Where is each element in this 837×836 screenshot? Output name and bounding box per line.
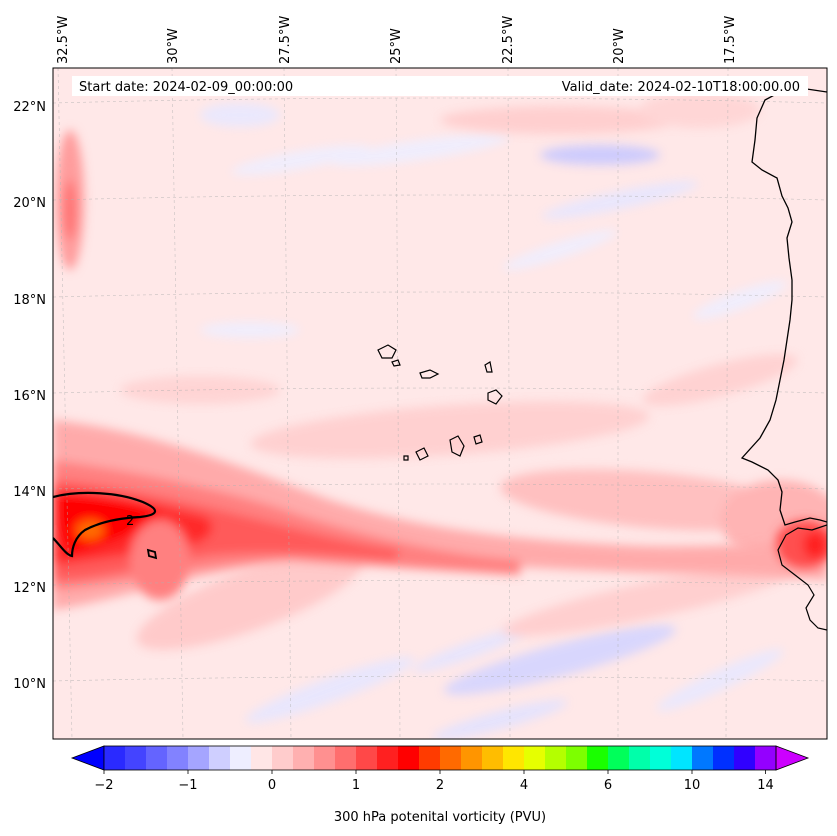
lat-label: 22°N [13,100,46,115]
colorbar-cell [104,746,126,770]
african-coastline [740,87,827,526]
high-pv-band [53,130,827,610]
low-pv-streaks [120,92,827,650]
colorbar-cell [524,746,546,770]
colorbar: −2 −1 0 1 2 4 6 10 14 300 hPa potenital vorticit… [70,745,810,825]
colorbar-cell [272,746,294,770]
colorbar-cell [545,746,567,770]
lat-label: 18°N [13,293,46,308]
colorbar-cell [419,746,441,770]
colorbar-tick-label: −2 [94,778,113,793]
valid-date-label: Valid_date: 2024-02-10T18:00:00.00 [562,80,800,95]
colorbar-title: 300 hPa potenital vorticity (PVU) [334,810,546,825]
colorbar-cell [629,746,651,770]
colorbar-extend-high [775,745,810,771]
annotation-box [72,76,808,96]
colorbar-tick-label: 10 [684,778,701,793]
lon-label: 22.5°W [501,16,516,64]
colorbar-cell [734,746,756,770]
colorbar-tick-label: 0 [268,778,276,793]
lon-label: 27.5°W [278,16,293,64]
lon-label: 30°W [166,28,181,64]
lat-label: 20°N [13,196,46,211]
lat-label: 16°N [13,389,46,404]
lat-axis-labels: 22°N 20°N 18°N 16°N 14°N 12°N 10°N [13,100,46,692]
colorbar-cell [167,746,189,770]
colorbar-cell [587,746,609,770]
colorbar-cell [377,746,399,770]
colorbar-cell [209,746,231,770]
map-panel: 2 [53,68,827,739]
colorbar-cell [608,746,630,770]
lat-label: 12°N [13,581,46,596]
colorbar-cell [671,746,693,770]
colorbar-cell [125,746,147,770]
lon-label: 32.5°W [56,16,71,64]
colorbar-cell [314,746,336,770]
colorbar-cell [461,746,483,770]
colorbar-tick-label: 14 [757,778,774,793]
colorbar-cell [503,746,525,770]
colorbar-cell [713,746,735,770]
start-date-label: Start date: 2024-02-09_00:00:00 [79,80,293,95]
lon-label: 17.5°W [723,16,738,64]
colorbar-cell [482,746,504,770]
colorbar-cell [356,746,378,770]
colorbar-cell [335,746,357,770]
lon-label: 20°W [612,28,627,64]
colorbar-extend-low [70,745,105,771]
colorbar-ticks: −2 −1 0 1 2 4 6 10 14 [94,770,774,793]
colorbar-cell [440,746,462,770]
gridlines [53,68,827,739]
colorbar-tick-label: 6 [604,778,612,793]
lat-label: 14°N [13,485,46,500]
colorbar-cell [293,746,315,770]
pv-2-contour-small [146,548,158,560]
colorbar-cell [650,746,672,770]
lon-label: 25°W [389,28,404,64]
lon-axis-labels: 32.5°W 30°W 27.5°W 25°W 22.5°W 20°W 17.5… [56,16,738,64]
colorbar-cell [251,746,273,770]
colorbar-cell [755,746,777,770]
colorbar-tick-label: −1 [178,778,197,793]
negative-pv-areas [200,103,788,739]
cape-verde-islands [377,344,503,461]
contour-label: 2 [126,514,134,529]
colorbar-cell [146,746,168,770]
colorbar-cell [398,746,420,770]
guinea-coastline [777,524,827,631]
colorbar-cell [188,746,210,770]
pv-2-contour [53,491,156,558]
colorbar-tick-label: 2 [436,778,444,793]
lat-label: 10°N [13,677,46,692]
map-frame [52,67,828,740]
colorbar-cell [230,746,252,770]
colorbar-tick-label: 1 [352,778,360,793]
colorbar-cells [104,746,777,770]
colorbar-cell [692,746,714,770]
colorbar-tick-label: 4 [520,778,528,793]
colorbar-cell [566,746,588,770]
